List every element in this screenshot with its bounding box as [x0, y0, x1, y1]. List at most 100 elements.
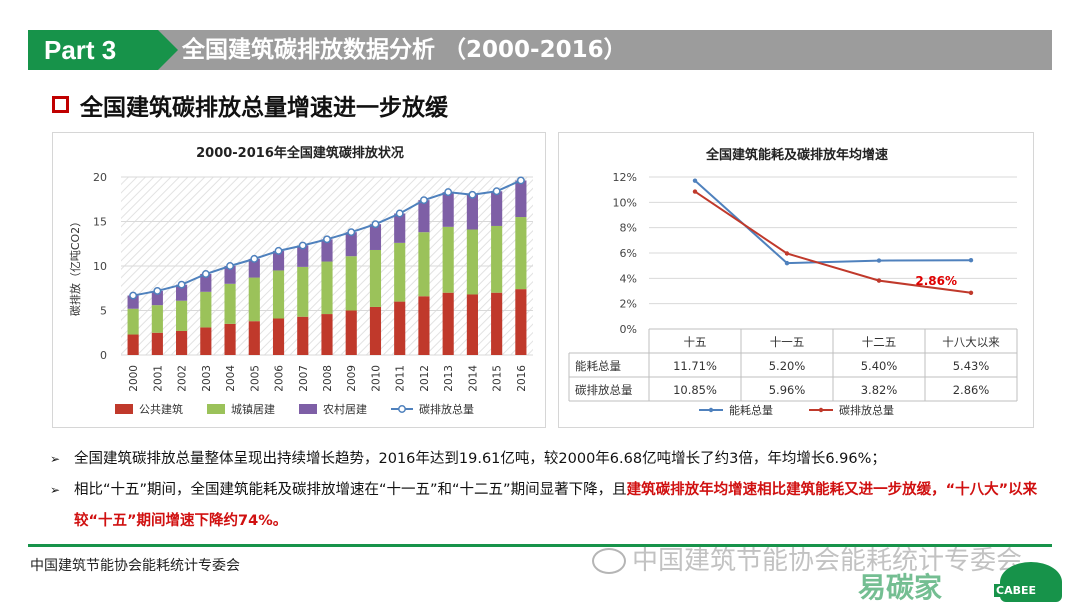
- legend-swatch: [398, 405, 406, 413]
- total-point: [516, 176, 525, 185]
- x-category-label: 十五: [684, 335, 707, 349]
- bar-segment: [466, 194, 478, 230]
- bar-segment: [151, 332, 163, 355]
- legend-label: 碳排放总量: [419, 402, 474, 416]
- bar-segment: [321, 261, 333, 315]
- total-point: [395, 209, 404, 218]
- bar-segment: [151, 290, 163, 306]
- table-cell: 5.40%: [861, 359, 898, 373]
- growth-line-chart-panel: 全国建筑能耗及碳排放年均增速 0% 2% 4% 6% 8% 10% 12% 2.86% 十五 十一五…: [558, 132, 1034, 428]
- bar-segment: [297, 316, 309, 355]
- total-point: [347, 228, 356, 237]
- value-annotation: 2.86%: [915, 274, 957, 288]
- brand-watermark: 易碳家: [858, 571, 943, 604]
- table-cell: 5.20%: [769, 359, 806, 373]
- series-point: [784, 260, 790, 266]
- part-badge: [28, 30, 178, 70]
- bar-segment: [200, 327, 212, 355]
- bar-segment: [127, 334, 139, 355]
- legend-label: 碳排放总量: [839, 403, 894, 417]
- bar-segment: [200, 291, 212, 328]
- y-tick-label: 12%: [613, 171, 637, 184]
- series-point: [876, 258, 882, 263]
- legend-label: 能耗总量: [729, 403, 773, 417]
- y-tick-label: 10%: [613, 196, 637, 209]
- x-tick-label: 2000: [128, 365, 140, 392]
- bar-segment: [394, 213, 406, 243]
- bar-segment: [224, 283, 236, 324]
- y-tick-label: 0: [100, 349, 107, 362]
- total-point: [298, 241, 307, 250]
- bar-segment: [418, 296, 430, 355]
- bar-segment: [272, 318, 285, 355]
- total-point: [226, 262, 235, 270]
- bar-segment: [248, 277, 260, 322]
- table-row-label: 碳排放总量: [575, 383, 633, 397]
- series-point: [876, 278, 882, 283]
- bar-segment: [442, 292, 454, 355]
- x-tick-label: 2011: [395, 365, 407, 392]
- bar-segment: [248, 258, 260, 278]
- total-point: [468, 190, 477, 199]
- stacked-bar-chart-panel: 2000-2016年全国建筑碳排放状况 0 5 10 15 20 碳排放（亿吨CO2） 200…: [52, 132, 546, 428]
- bar-segment: [321, 314, 333, 355]
- total-point: [274, 246, 283, 255]
- y-tick-label: 10: [93, 260, 107, 273]
- x-tick-label: 2001: [152, 365, 164, 392]
- table-cell: 10.85%: [673, 383, 717, 397]
- bar-segment: [418, 232, 430, 297]
- total-point: [153, 286, 162, 295]
- x-tick-label: 2015: [492, 365, 504, 392]
- total-point: [444, 188, 453, 197]
- bar-segment: [394, 242, 406, 302]
- total-point: [371, 220, 380, 229]
- series-point: [692, 189, 698, 194]
- x-tick-label: 2014: [467, 365, 479, 392]
- table-cell: 11.71%: [673, 359, 717, 373]
- bar-segment: [224, 266, 236, 284]
- bullet-text-1: 全国建筑碳排放总量整体呈现出持续增长趋势，2016年达到19.61亿吨，较200…: [74, 451, 886, 467]
- x-tick-label: 2005: [249, 365, 261, 392]
- legend-swatch: [299, 404, 317, 414]
- bar-segment: [224, 323, 236, 355]
- bar-segment: [345, 310, 357, 355]
- x-tick-label: 2003: [201, 365, 213, 392]
- total-point: [129, 291, 138, 300]
- bullet-item: ➢ 相比“十五”期间，全国建筑能耗及碳排放增速在“十一五”和“十二五”期间显著下…: [50, 475, 1050, 537]
- legend-label: 公共建筑: [139, 402, 183, 416]
- growth-line-chart: 全国建筑能耗及碳排放年均增速 0% 2% 4% 6% 8% 10% 12% 2.86% 十五 十一五…: [568, 147, 1018, 417]
- x-category-label: 十八大以来: [942, 335, 1000, 349]
- x-category-label: 十一五: [770, 335, 805, 349]
- bar-segment: [176, 300, 188, 331]
- y-tick-label: 2%: [620, 298, 637, 311]
- x-tick-label: 2013: [443, 365, 455, 392]
- total-point: [250, 254, 259, 263]
- x-tick-label: 2007: [298, 365, 310, 392]
- bar-segment: [369, 249, 382, 307]
- y-axis-label: 碳排放（亿吨CO2）: [68, 216, 82, 316]
- bar-segment: [176, 330, 188, 355]
- table-cell: 5.43%: [953, 359, 990, 373]
- y-tick-label: 15: [93, 216, 107, 229]
- table-cell: 2.86%: [953, 383, 990, 397]
- bar-segment: [200, 274, 212, 292]
- bullet-list: ➢ 全国建筑碳排放总量整体呈现出持续增长趋势，2016年达到19.61亿吨，较2…: [50, 444, 1050, 537]
- footer-org: 中国建筑节能协会能耗统计专委会: [30, 558, 240, 574]
- x-tick-label: 2009: [346, 365, 358, 392]
- y-tick-label: 4%: [620, 272, 637, 285]
- legend-swatch: [708, 407, 714, 413]
- bar-segment: [127, 295, 139, 309]
- bar-segment: [394, 301, 406, 355]
- bar-segment: [442, 226, 454, 293]
- chart-title: 全国建筑能耗及碳排放年均增速: [705, 147, 888, 163]
- series-point: [968, 290, 974, 295]
- part-label: Part 3: [44, 35, 117, 65]
- bar-segment: [176, 284, 188, 301]
- table-row-label: 能耗总量: [575, 359, 621, 373]
- bar-segment: [127, 308, 139, 335]
- x-tick-label: 2006: [274, 365, 286, 392]
- y-tick-label: 20: [93, 171, 107, 184]
- x-tick-label: 2016: [516, 365, 528, 392]
- x-category-label: 十二五: [862, 335, 897, 349]
- bar-segment: [272, 270, 285, 319]
